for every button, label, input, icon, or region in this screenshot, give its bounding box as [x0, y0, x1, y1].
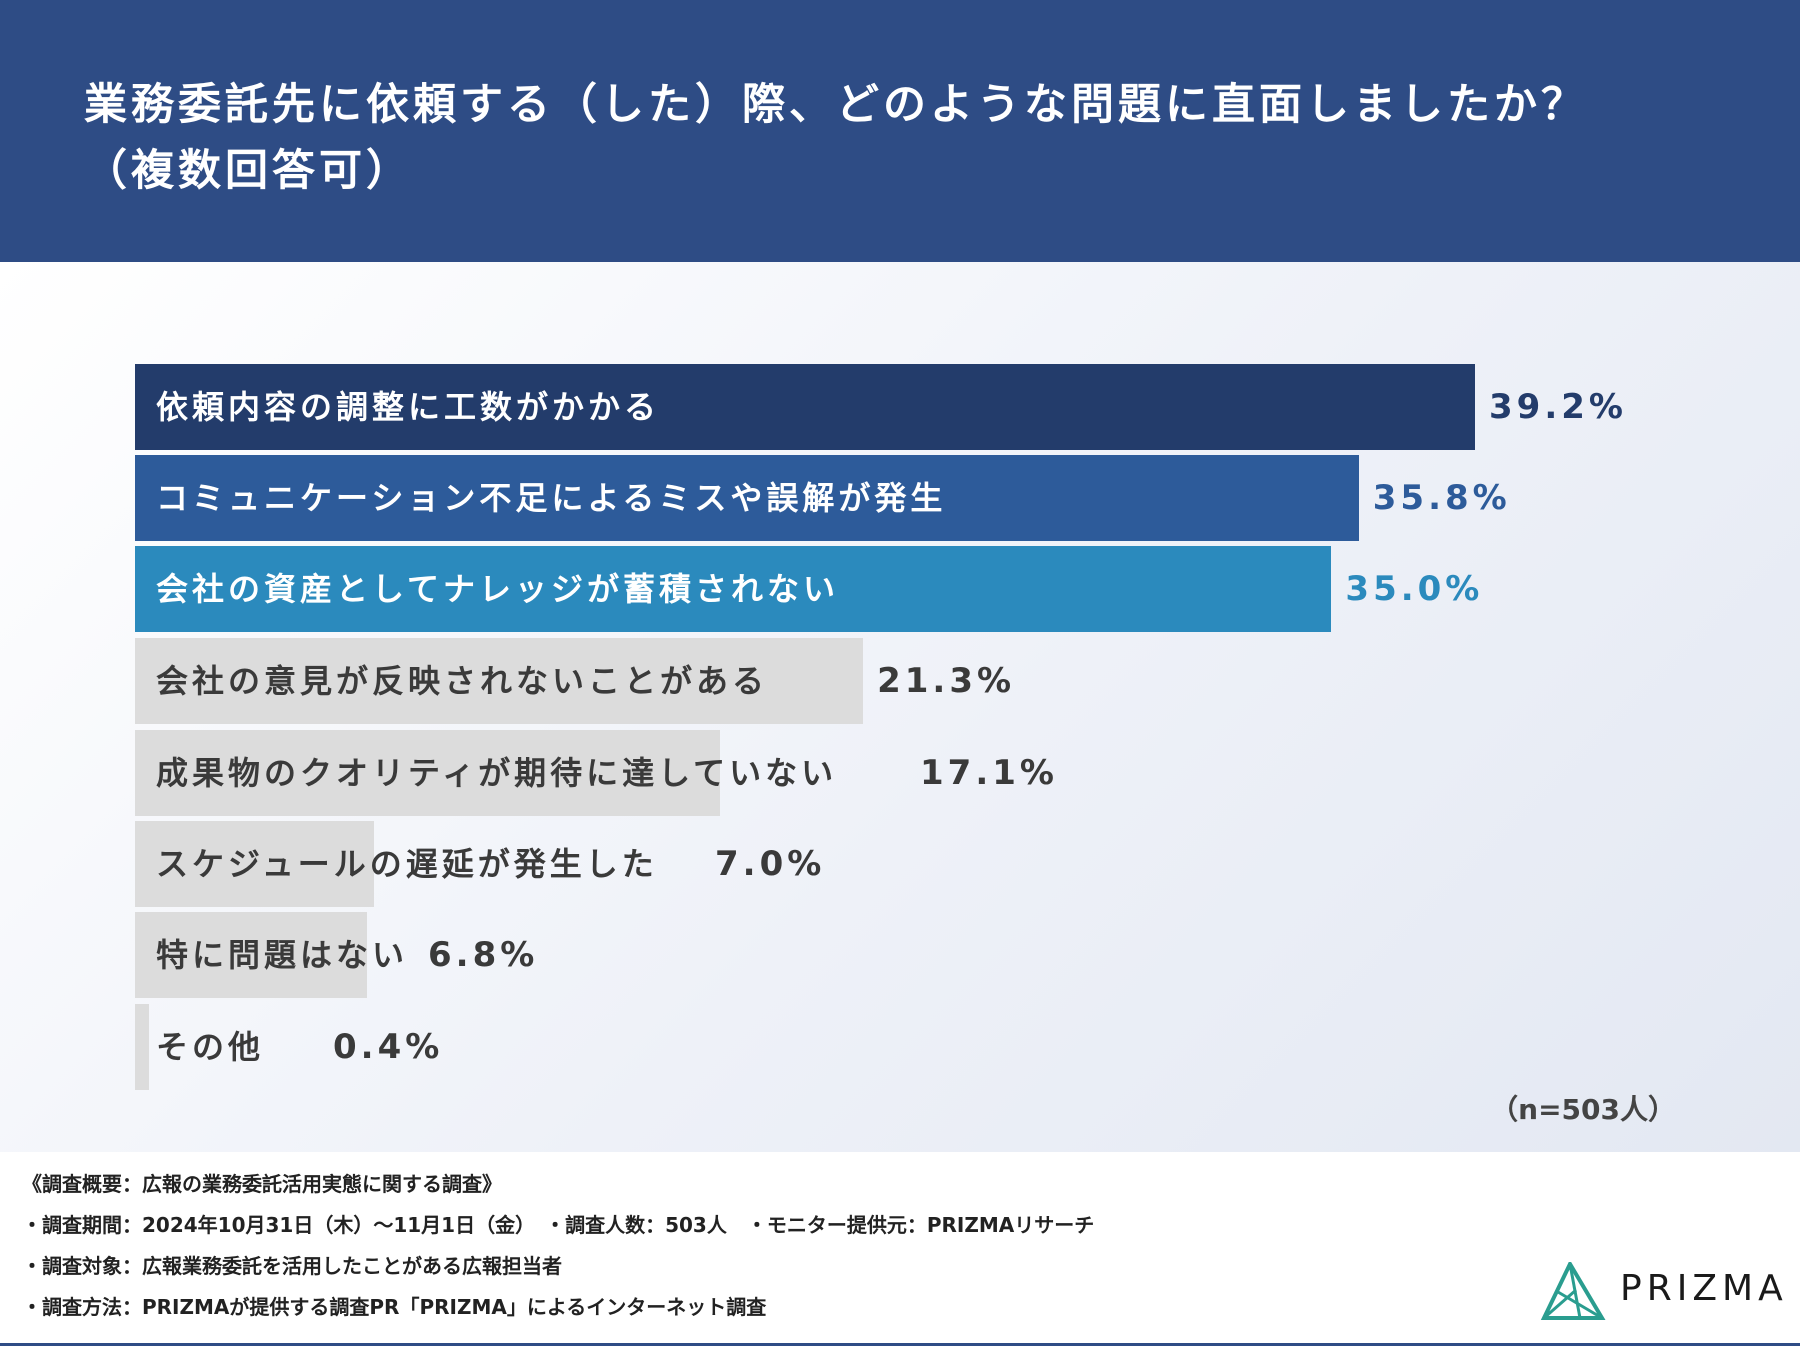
- sample-size-note: （n=503人）: [1490, 1093, 1676, 1126]
- survey-method: ・調査方法：PRIZMAが提供する調査PR「PRIZMA」によるインターネット調…: [22, 1295, 767, 1319]
- bar-value-5: 17.1%: [920, 753, 1058, 793]
- logo-text: PRIZMA: [1620, 1268, 1788, 1309]
- bar-value-2: 35.8%: [1372, 478, 1511, 518]
- header: 業務委託先に依頼する（した）際、どのような問題に直面しましたか？ （複数回答可）: [0, 0, 1800, 262]
- bar-value-4: 21.3%: [877, 661, 1016, 701]
- page-title: 業務委託先に依頼する（した）際、どのような問題に直面しましたか？ （複数回答可）: [84, 72, 1744, 204]
- bar-value-1: 39.2%: [1489, 387, 1627, 427]
- bar-label-4: 会社の意見が反映されないことがある: [156, 662, 769, 700]
- bar-label-6: スケジュールの遅延が発生した: [156, 845, 658, 883]
- bar-label-7: 特に問題はない: [156, 936, 409, 974]
- bar-4: [135, 638, 864, 724]
- survey-period: ・調査期間：2024年10月31日（木）〜11月1日（金） ・調査人数：503人…: [22, 1213, 1095, 1237]
- bar-label-1: 依頼内容の調整に工数がかかる: [156, 388, 661, 426]
- bar-label-2: コミュニケーション不足によるミスや誤解が発生: [156, 479, 947, 517]
- bar-7: [135, 912, 368, 998]
- bar-value-8: 0.4%: [333, 1027, 444, 1067]
- bar-3: [135, 546, 1332, 632]
- bar-label-3: 会社の資産としてナレッジが蓄積されない: [156, 570, 840, 608]
- bar-value-6: 7.0%: [715, 844, 826, 884]
- prism-triangle-icon: [1540, 1259, 1606, 1320]
- title-line-1: 業務委託先に依頼する（した）際、どのような問題に直面しましたか？: [84, 80, 1588, 130]
- bar-2: [135, 455, 1359, 541]
- bar-8: [135, 1004, 149, 1090]
- survey-overview: 《調査概要：広報の業務委託活用実態に関する調査》: [22, 1172, 502, 1196]
- title-line-2: （複数回答可）: [84, 146, 413, 196]
- bar-label-5: 成果物のクオリティが期待に達していない: [156, 754, 838, 792]
- prizma-logo: PRIZMA: [1540, 1259, 1783, 1322]
- survey-footer: 《調査概要：広報の業務委託活用実態に関する調査》 ・調査期間：2024年10月3…: [0, 1152, 1800, 1350]
- bottom-rule: [0, 1343, 1800, 1346]
- bar-label-8: その他: [156, 1028, 265, 1066]
- bar-value-7: 6.8%: [428, 935, 539, 975]
- survey-target: ・調査対象：広報業務委託を活用したことがある広報担当者: [22, 1254, 562, 1278]
- bar-6: [135, 821, 375, 907]
- bar-5: [135, 730, 720, 816]
- bar-1: [135, 364, 1475, 450]
- bar-value-3: 35.0%: [1345, 569, 1484, 609]
